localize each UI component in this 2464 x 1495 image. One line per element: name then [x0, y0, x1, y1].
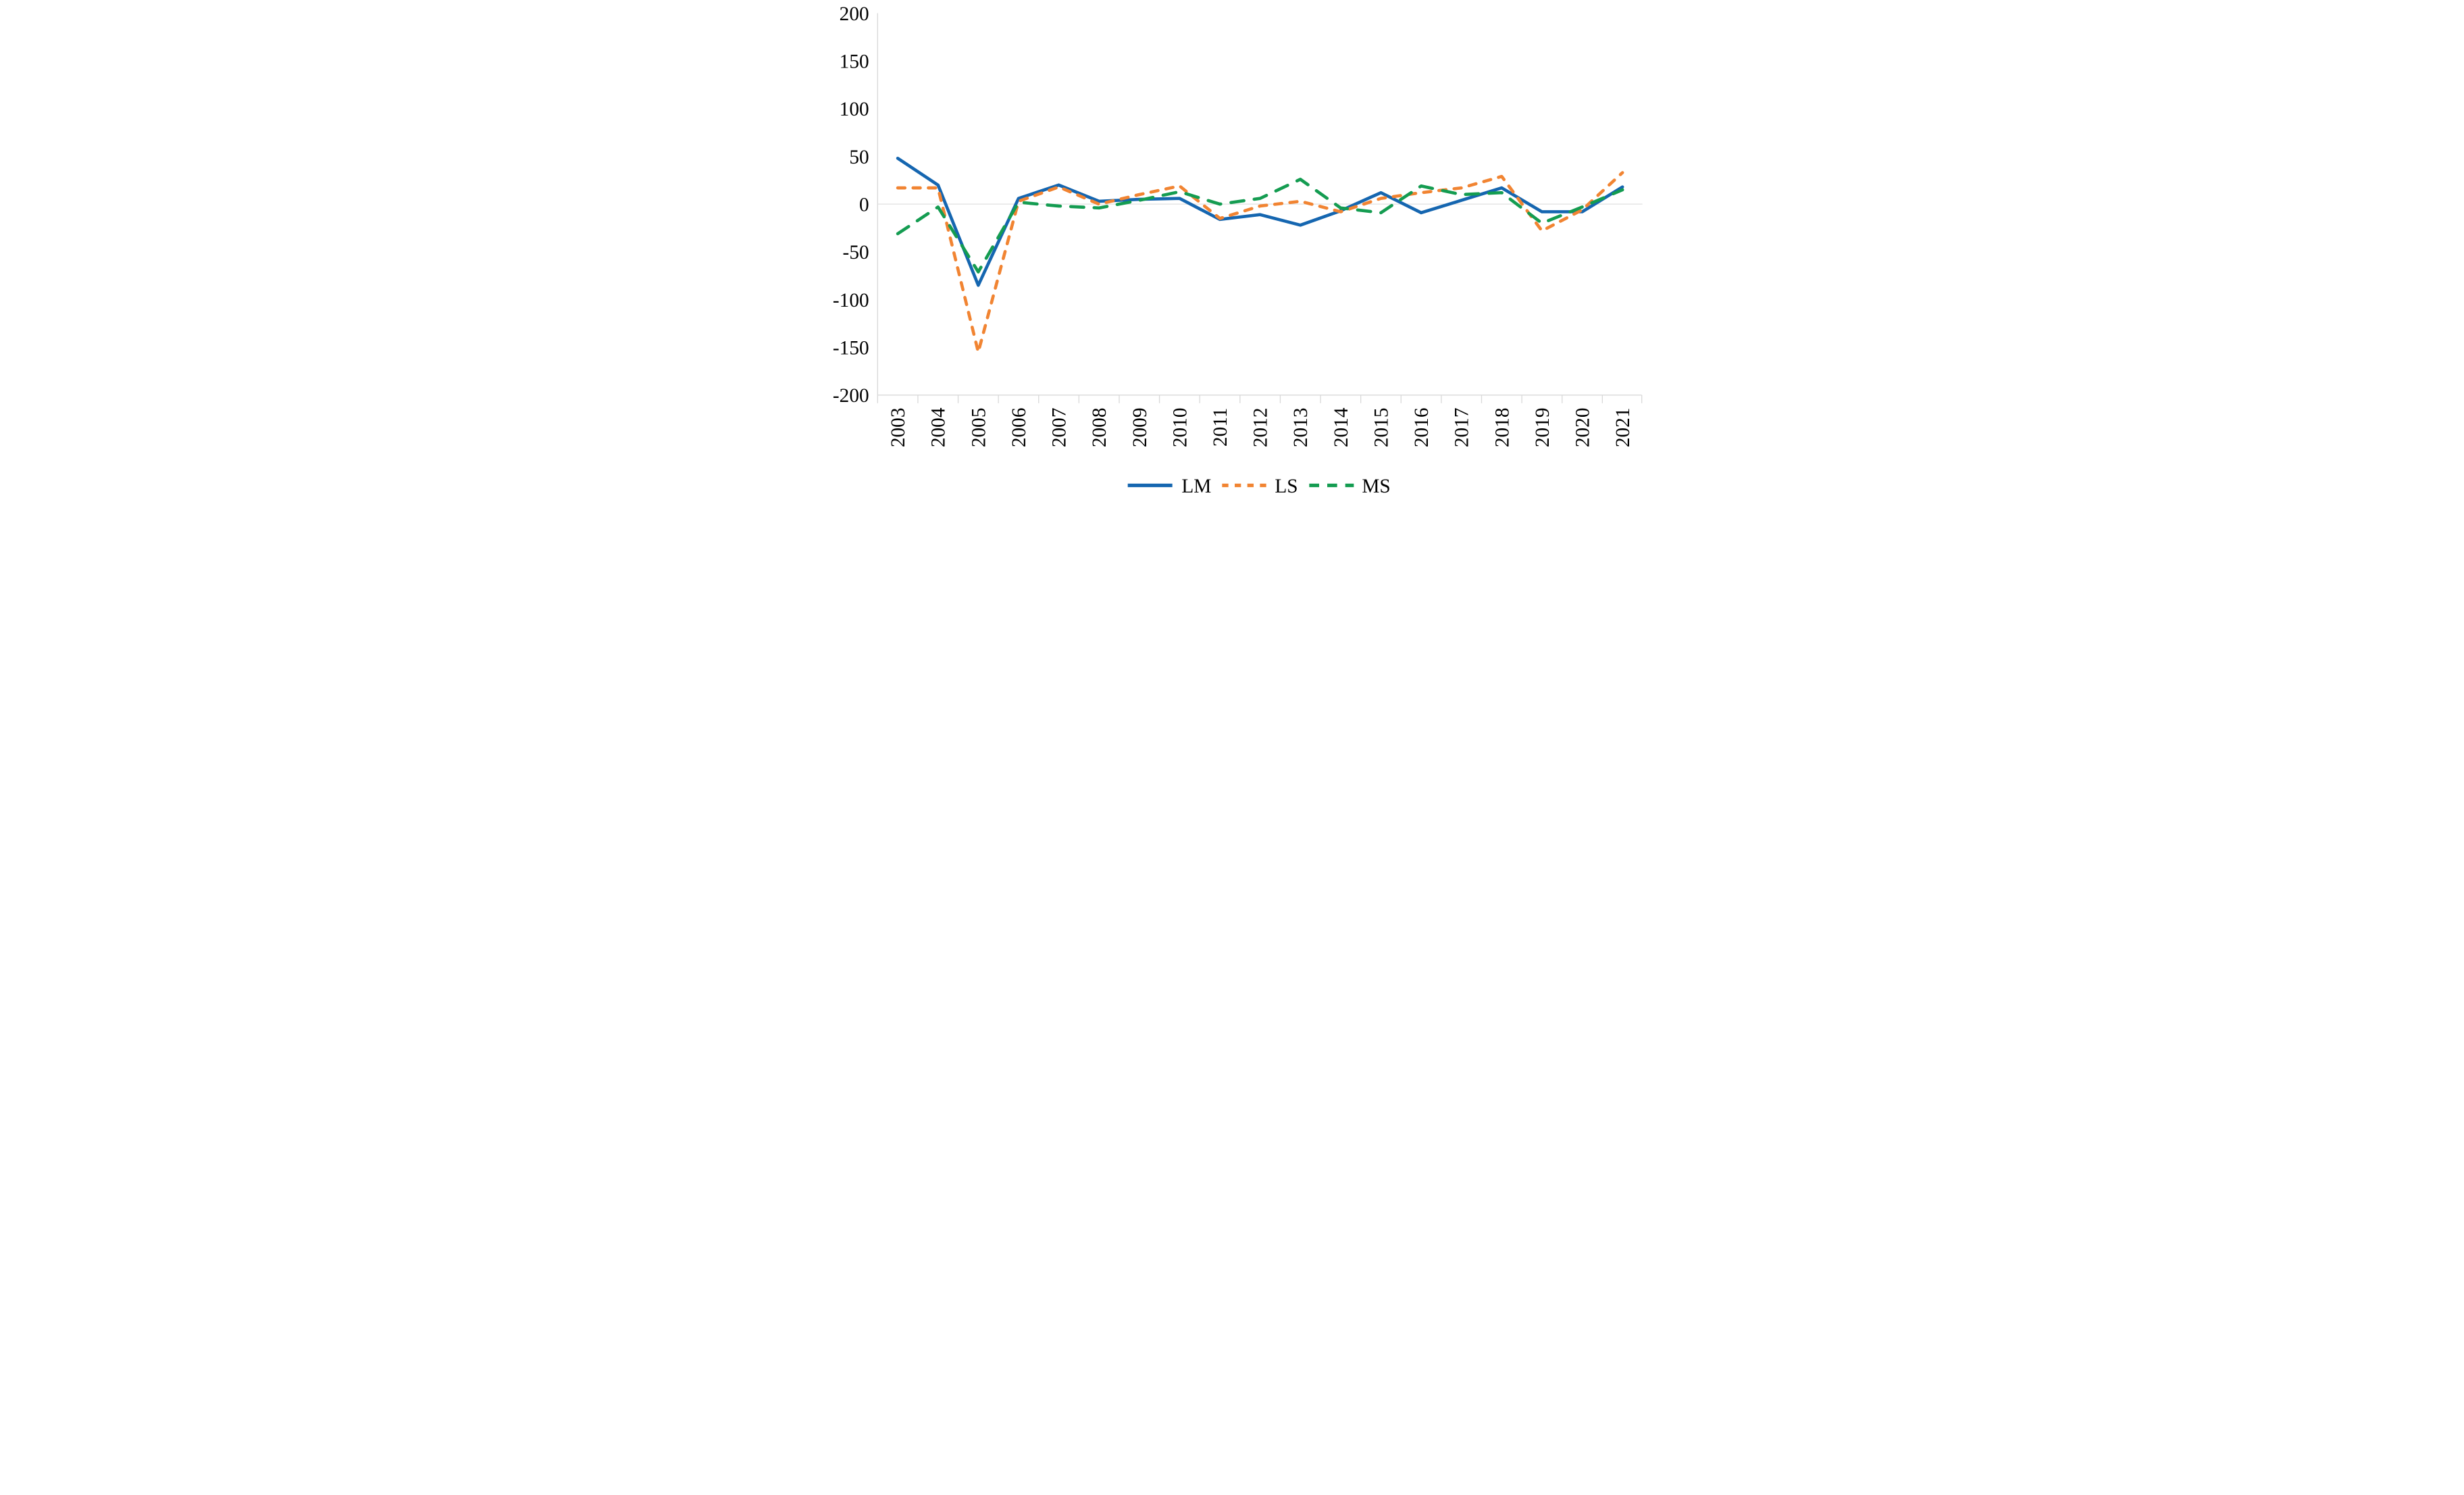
x-tick-label: 2005 [968, 408, 990, 448]
y-tick-label: 0 [859, 195, 869, 216]
x-tick-label: 2014 [1331, 407, 1352, 447]
y-tick-label: 150 [840, 51, 869, 73]
x-tick-label: 2012 [1250, 407, 1272, 447]
x-tick-label: 2015 [1370, 408, 1392, 448]
y-tick-label: 100 [840, 99, 869, 120]
y-tick-label: 200 [840, 3, 869, 25]
legend-label-LM: LM [1181, 476, 1211, 497]
x-tick-label: 2007 [1049, 408, 1071, 448]
x-tick-label: 2019 [1532, 408, 1554, 448]
x-tick-label: 2009 [1129, 408, 1151, 448]
line-chart-figure: 200 150 100 50 0 -50 -100 -150 -200 2003 2004 2005 2… [821, 0, 1643, 502]
series-line-LM [896, 156, 1624, 287]
y-tick-label: 50 [849, 147, 869, 168]
x-tick-label: 2004 [928, 407, 950, 447]
x-tick-label: 2006 [1008, 408, 1030, 448]
legend-item-LS: LS [1222, 476, 1298, 497]
line-chart: 200 150 100 50 0 -50 -100 -150 -200 2003 2004 2005 2… [833, 3, 1643, 497]
y-tick-label: -100 [833, 290, 869, 311]
x-tick-label: 2008 [1089, 408, 1110, 448]
x-tick-label: 2003 [888, 408, 909, 448]
x-tick-label: 2017 [1452, 408, 1473, 448]
legend-label-MS: MS [1362, 476, 1390, 497]
x-tick-label: 2016 [1411, 408, 1433, 448]
x-tick-label: 2013 [1290, 408, 1312, 448]
x-tick-label: 2011 [1210, 408, 1231, 447]
x-tick-label: 2020 [1572, 407, 1594, 447]
y-tick-label: -50 [843, 242, 869, 263]
series-line-LS [896, 171, 1624, 354]
legend-item-MS: MS [1309, 476, 1391, 497]
x-tick-label: 2021 [1612, 407, 1634, 447]
legend-label-LS: LS [1275, 476, 1298, 497]
x-tick-label: 2010 [1169, 408, 1191, 448]
series-line-MS [896, 178, 1624, 274]
x-tick-label: 2018 [1491, 408, 1513, 448]
legend: LM LS MS [1127, 476, 1391, 497]
y-tick-label: -150 [833, 338, 869, 359]
y-tick-label: -200 [833, 385, 869, 407]
legend-item-LM: LM [1127, 476, 1211, 497]
